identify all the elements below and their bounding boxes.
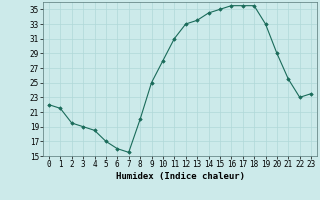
X-axis label: Humidex (Indice chaleur): Humidex (Indice chaleur) [116, 172, 244, 181]
